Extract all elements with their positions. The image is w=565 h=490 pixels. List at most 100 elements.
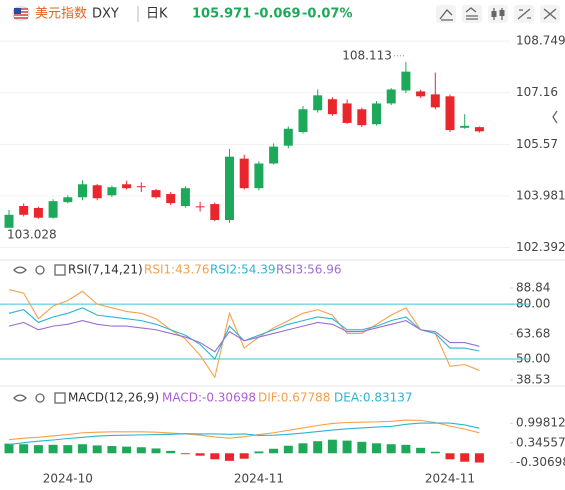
histogram-bar xyxy=(107,446,117,454)
low-annotation: 103.028 xyxy=(7,227,57,241)
gear-icon[interactable] xyxy=(35,265,45,275)
collapse-arrow[interactable] xyxy=(552,110,558,124)
histogram-bar xyxy=(401,444,411,454)
candle-body xyxy=(460,125,470,128)
histogram-bar xyxy=(4,443,14,454)
histogram-bar xyxy=(430,451,440,454)
high-annotation: 108.113 xyxy=(342,48,392,62)
histogram-bar xyxy=(460,453,470,462)
panel-title: MACD(12,26,9) xyxy=(68,391,159,405)
candle-body xyxy=(151,190,161,198)
histogram-bar xyxy=(210,453,220,460)
histogram-bar xyxy=(269,448,279,454)
period[interactable]: 日K xyxy=(146,7,168,22)
macd-header xyxy=(13,392,66,404)
y-tick-label: 63.68 xyxy=(516,327,550,341)
candle-body xyxy=(63,197,73,203)
tool-fullscreen-icon xyxy=(543,8,557,20)
tool-indicator-icon xyxy=(465,7,478,20)
series-line xyxy=(8,419,480,441)
histogram-bar xyxy=(239,453,249,459)
y-tick-label: 103.981 xyxy=(516,188,565,202)
y-tick-label: 107.16 xyxy=(516,85,558,99)
histogram-bar xyxy=(136,447,146,454)
legend-entry: RSI2:54.39 xyxy=(210,263,276,277)
candle-body xyxy=(401,71,411,91)
histogram-bar xyxy=(416,447,426,454)
change-pct: -0.07% xyxy=(302,7,353,22)
histogram-bar xyxy=(357,441,367,454)
candle-body xyxy=(254,163,264,189)
candle-body xyxy=(357,109,367,126)
candle-body xyxy=(19,206,29,215)
histogram-bar xyxy=(327,439,337,454)
name: 美元指数 xyxy=(35,7,87,22)
candle-body xyxy=(283,128,293,146)
candle-body xyxy=(416,91,426,97)
histogram-bar xyxy=(92,445,102,454)
series-line xyxy=(8,289,480,379)
gear-icon[interactable] xyxy=(35,393,45,403)
y-tick-label: 50.00 xyxy=(516,352,550,366)
candle-body xyxy=(386,89,396,104)
histogram-bar xyxy=(195,453,205,456)
tool-candle-body xyxy=(491,11,497,17)
histogram-bar xyxy=(122,446,132,454)
y-tick-label: 0.34557 xyxy=(516,435,565,449)
candle-body xyxy=(195,206,205,208)
legend-entry: RSI3:56.96 xyxy=(276,263,342,277)
candle-body xyxy=(48,201,58,218)
candle-body xyxy=(430,94,440,108)
histogram-bar xyxy=(313,441,323,454)
box-icon[interactable] xyxy=(54,264,66,276)
tool-candle-body xyxy=(499,10,505,16)
symbol: DXY xyxy=(92,7,119,22)
price: 105.971 xyxy=(192,7,251,22)
candle-body xyxy=(4,214,14,228)
toolbar xyxy=(436,5,560,23)
histogram-bar xyxy=(19,444,29,454)
legend-entry: DEA:0.83137 xyxy=(334,391,413,405)
y-tick-label: -0.30698 xyxy=(516,455,565,469)
candle-body xyxy=(92,185,102,199)
x-tick-label: 2024-11 xyxy=(234,472,284,486)
candle-body xyxy=(269,146,279,164)
histogram-bar xyxy=(151,448,161,454)
tool-compare-icon xyxy=(517,8,531,20)
candle-body xyxy=(239,158,249,189)
histogram-bar xyxy=(48,444,58,454)
series-line xyxy=(8,422,480,446)
series-line xyxy=(8,320,480,353)
legend-entry: DIF:0.67788 xyxy=(258,391,330,405)
candle-body xyxy=(33,207,43,218)
candle-body xyxy=(474,127,484,132)
y-tick-label: 102.392 xyxy=(516,240,565,254)
y-tick-label: 105.57 xyxy=(516,137,558,151)
histogram-bar xyxy=(342,440,352,454)
histogram-bar xyxy=(63,445,73,454)
tool-candle[interactable] xyxy=(488,5,508,23)
tool-indicator[interactable] xyxy=(462,5,482,23)
histogram-bar xyxy=(474,453,484,463)
candle-body xyxy=(327,99,337,115)
eye-icon[interactable] xyxy=(13,394,27,402)
candle-body xyxy=(210,204,220,220)
series-line xyxy=(8,307,480,360)
panel-title: RSI(7,14,21) xyxy=(68,263,143,277)
histogram-bar xyxy=(33,445,43,454)
candle-body xyxy=(166,194,176,204)
candle-body xyxy=(342,103,352,123)
y-tick-label: 80.00 xyxy=(516,297,550,311)
candle-body xyxy=(78,184,87,198)
eye-icon[interactable] xyxy=(13,266,27,274)
histogram-bar xyxy=(166,450,176,454)
histogram-bar xyxy=(225,453,234,461)
candle-body xyxy=(298,109,308,133)
candle-body xyxy=(445,96,455,131)
histogram-bar xyxy=(298,443,308,454)
histogram-bar xyxy=(386,444,396,454)
candle-body xyxy=(136,186,146,188)
x-tick-label: 2024-11 xyxy=(425,472,475,486)
box-icon[interactable] xyxy=(54,392,66,404)
